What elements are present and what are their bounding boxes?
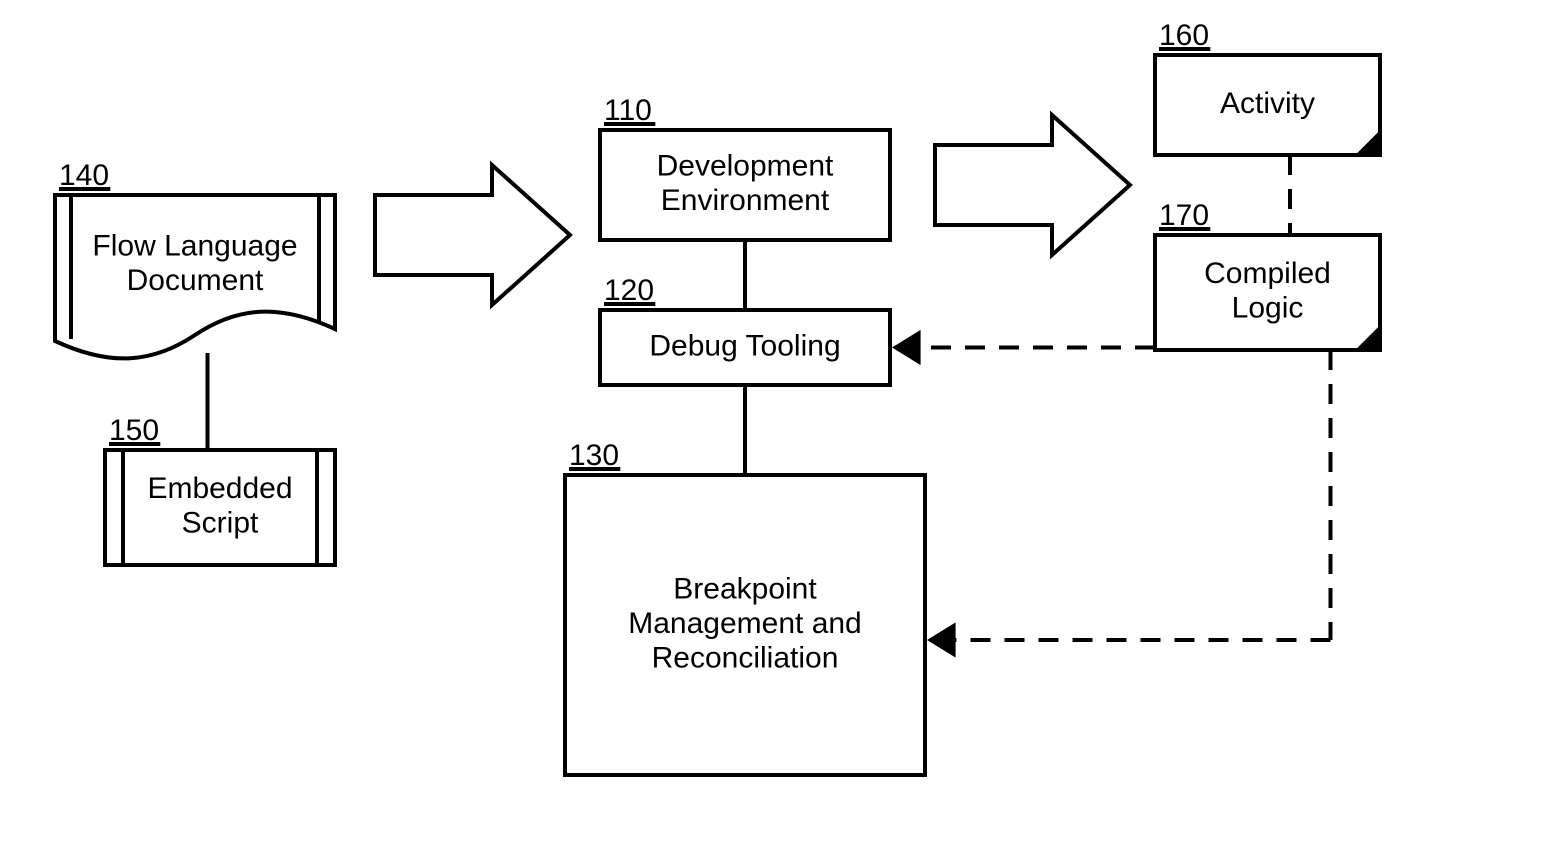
block-arrow — [375, 165, 570, 305]
node-label: DevelopmentEnvironment — [657, 150, 834, 218]
svg-text:Development: Development — [657, 150, 834, 183]
svg-text:Script: Script — [182, 507, 259, 540]
diagram-canvas: Flow LanguageDocument140EmbeddedScript15… — [0, 0, 1564, 850]
svg-text:Debug Tooling: Debug Tooling — [649, 329, 840, 362]
svg-text:Breakpoint: Breakpoint — [673, 572, 817, 605]
svg-text:Reconciliation: Reconciliation — [652, 641, 839, 674]
svg-text:Management and: Management and — [628, 607, 862, 640]
node-label: Debug Tooling — [649, 329, 840, 362]
svg-text:Compiled: Compiled — [1204, 257, 1331, 290]
svg-text:Document: Document — [127, 264, 264, 297]
block-arrow — [935, 115, 1130, 255]
svg-text:Embedded: Embedded — [147, 472, 292, 505]
arrowhead-icon — [892, 330, 921, 365]
svg-text:Flow Language: Flow Language — [92, 230, 297, 263]
svg-text:Activity: Activity — [1220, 87, 1315, 120]
arrowhead-icon — [927, 622, 956, 657]
svg-text:Logic: Logic — [1232, 292, 1304, 325]
svg-text:Environment: Environment — [661, 184, 830, 217]
node-label: Activity — [1220, 87, 1315, 120]
